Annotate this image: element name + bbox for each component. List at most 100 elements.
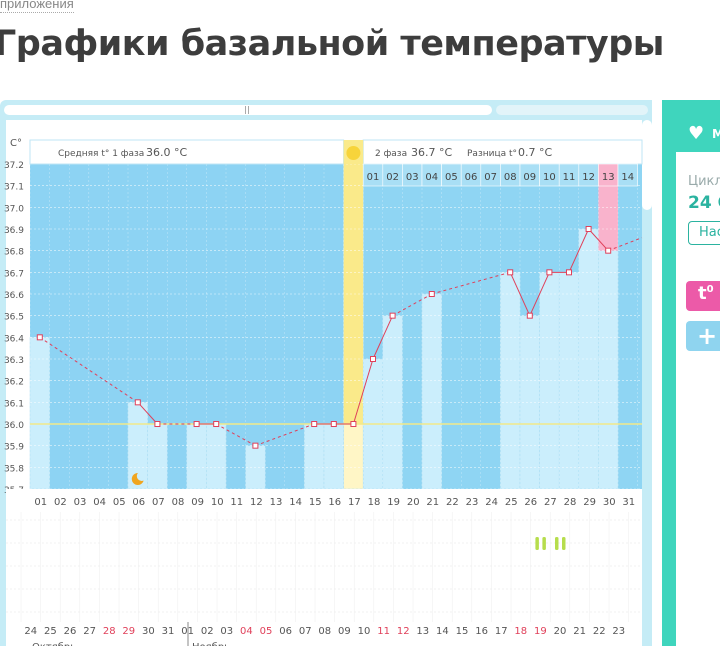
cycle-day-label: 25 (505, 497, 518, 508)
phase2-day-number: 14 (621, 172, 634, 183)
y-tick-label: 37.2 (4, 161, 24, 171)
horizontal-scrollbar-track[interactable] (496, 105, 648, 115)
calendar-date-label: 02 (201, 626, 214, 637)
symptom-mark (562, 537, 566, 550)
cycle-day-label: 24 (485, 497, 498, 508)
cycle-day-label: 22 (446, 497, 459, 508)
temperature-point (311, 421, 318, 427)
temperature-point (134, 399, 141, 406)
phase2-day-cell (617, 163, 638, 187)
calendar-date-label: 10 (358, 626, 371, 637)
phase2-day-number: 04 (425, 172, 438, 183)
temperature-point (428, 291, 435, 297)
calendar-date-label: 14 (436, 626, 449, 637)
temperature-point (370, 356, 376, 362)
temperature-line-segment (568, 228, 590, 273)
y-tick-label: 36.6 (4, 291, 24, 301)
temperature-point (546, 269, 553, 276)
temperature-point (252, 442, 259, 449)
month-label-november: Ноябрь (192, 642, 230, 646)
breadcrumb[interactable]: приложения (0, 0, 74, 13)
y-tick-label: 37.1 (4, 183, 24, 193)
cycle-day-label: 08 (172, 497, 185, 508)
heart-icon: ♥ (688, 123, 705, 144)
calendar-date-label: 06 (279, 626, 292, 637)
temperature-bar (343, 423, 364, 490)
phase1-label: Средняя t° 1 фаза (58, 149, 144, 159)
cycle-day-label: 17 (348, 497, 361, 508)
add-temperature-button[interactable]: t0 (686, 281, 720, 311)
add-entry-button[interactable]: + (686, 321, 720, 351)
cycle-day-label: 16 (328, 497, 341, 508)
calendar-date-label: 16 (475, 626, 488, 637)
profile-initial: М (712, 127, 720, 141)
temperature-bar (323, 423, 344, 490)
temperature-point (350, 421, 357, 427)
temperature-bar (147, 423, 168, 490)
temperature-bar (304, 423, 325, 490)
temperature-line-segment (431, 271, 511, 295)
temperature-bar (598, 250, 619, 490)
cycle-day-label: 28 (564, 497, 577, 508)
symptom-mark (555, 537, 559, 550)
phase2-day-number: 01 (367, 172, 380, 183)
calendar-date-label: 09 (338, 626, 351, 637)
calendar-date-label: 23 (612, 626, 625, 637)
cycle-day-label: 05 (113, 497, 126, 508)
vertical-scrollbar-thumb[interactable] (642, 120, 652, 210)
calendar-date-label: 05 (260, 626, 273, 637)
temperature-button-label: t (698, 283, 707, 304)
phase2-day-number: 13 (602, 172, 615, 183)
temperature-point (154, 421, 161, 427)
calendar-date-label: 18 (514, 626, 527, 637)
y-tick-label: 36.7 (4, 269, 24, 279)
month-label-october: Октябрь (32, 642, 76, 646)
calendar-date-label: 21 (573, 626, 586, 637)
cycle-day-label: 07 (152, 497, 165, 508)
temperature-line-segment (588, 228, 609, 252)
calendar-date-label: 03 (220, 626, 233, 637)
temperature-point (605, 247, 612, 254)
diff-label: Разница t° (467, 149, 517, 159)
temperature-point (213, 421, 220, 427)
temperature-line-segment (137, 401, 158, 425)
y-tick-label: 36.1 (4, 399, 24, 409)
settings-button[interactable]: Нас (688, 221, 720, 245)
cycle-day-label: 21 (426, 497, 439, 508)
temperature-button-sup: 0 (706, 284, 714, 295)
phase2-day-number: 03 (406, 172, 419, 183)
cycle-day-label: 19 (387, 497, 400, 508)
right-panel-card (676, 118, 720, 646)
temperature-bar (206, 423, 227, 490)
phase2-label: 2 фаза (375, 149, 407, 159)
calendar-date-label: 19 (534, 626, 547, 637)
cycle-day-label: 18 (368, 497, 381, 508)
vertical-scrollbar-track[interactable] (642, 120, 652, 646)
cycle-day-label: 11 (230, 497, 243, 508)
calendar-date-label: 31 (162, 626, 175, 637)
cycle-start-date: 24 О (688, 193, 720, 213)
phase1-value: 36.0 °C (146, 146, 187, 159)
cycle-day-label: 02 (54, 497, 67, 508)
cycle-day-label: 20 (407, 497, 420, 508)
cycle-day-label: 14 (289, 497, 302, 508)
calendar-date-label: 11 (377, 626, 390, 637)
page-title: Графики базальной температуры (0, 24, 664, 64)
cycle-day-label: 10 (211, 497, 224, 508)
symptom-mark (542, 537, 546, 550)
profile-header[interactable] (676, 116, 720, 152)
temperature-line-segment (372, 315, 394, 360)
y-tick-label: 35.8 (4, 464, 24, 474)
temperature-point (389, 312, 396, 319)
cycle-day-label: 01 (34, 497, 47, 508)
calendar-date-label: 12 (397, 626, 410, 637)
y-axis-unit: C° (10, 138, 22, 149)
temperature-point (585, 226, 592, 232)
phase2-day-number: 05 (445, 172, 458, 183)
temperature-line-segment (529, 272, 550, 316)
cycle-day-label: 13 (270, 497, 283, 508)
cycle-day-label: 06 (132, 497, 145, 508)
cycle-day-label: 31 (622, 497, 635, 508)
cycle-day-label: 09 (191, 497, 204, 508)
